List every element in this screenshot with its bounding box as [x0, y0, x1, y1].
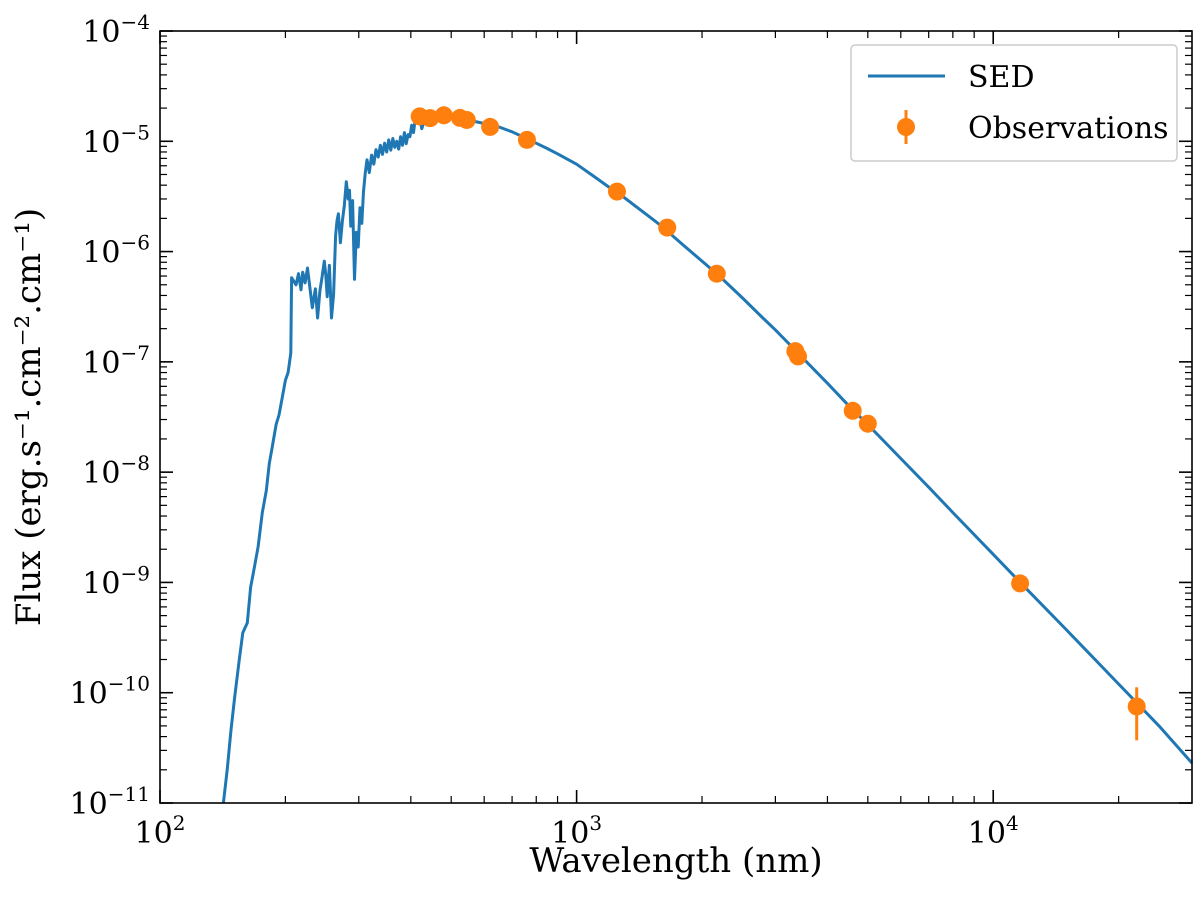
y-tick-label: 10−6	[82, 231, 150, 271]
legend-observations-label: Observations	[968, 111, 1169, 146]
legend-observations-marker	[897, 118, 915, 136]
y-tick-label: 10−11	[70, 782, 150, 822]
y-tick-label: 10−10	[70, 672, 150, 712]
observation-point	[789, 347, 808, 366]
legend: SED Observations	[850, 44, 1178, 162]
y-tick-label: 10−8	[82, 451, 150, 491]
observation-point	[658, 218, 677, 237]
observation-point	[858, 414, 877, 433]
y-tick-label: 10−9	[82, 561, 150, 601]
sed-line	[221, 115, 1194, 804]
plot-frame	[159, 30, 1193, 804]
observation-point	[434, 106, 453, 125]
y-tick-labels: 10−11 10−10 10−9 10−8 10−7 10−6 10−5 10−4	[70, 10, 150, 822]
observation-point	[421, 109, 440, 128]
legend-sed-label: SED	[968, 60, 1035, 95]
observation-point	[517, 130, 536, 149]
observation-point	[457, 110, 476, 129]
x-axis-label: Wavelength (nm)	[529, 841, 822, 881]
observation-point	[1011, 574, 1030, 593]
observation-point	[1127, 697, 1146, 716]
observation-point	[481, 117, 500, 136]
observation-point	[607, 182, 626, 201]
y-tick-label: 10−4	[82, 10, 150, 50]
y-tick-label: 10−7	[82, 341, 150, 381]
legend-box	[850, 44, 1178, 162]
y-axis-label: Flux (erg.s⁻¹.cm⁻².cm⁻¹)	[9, 208, 49, 626]
y-tick-label: 10−5	[82, 120, 150, 160]
x-tick-label: 104	[968, 811, 1019, 851]
x-tick-label: 103	[551, 811, 602, 851]
plot-area	[221, 106, 1194, 804]
x-tick-labels: 102 103 104	[135, 811, 1019, 851]
observation-point	[707, 264, 726, 283]
observation-point	[843, 401, 862, 420]
minor-ticks	[160, 31, 1192, 803]
x-tick-label: 102	[135, 811, 186, 851]
